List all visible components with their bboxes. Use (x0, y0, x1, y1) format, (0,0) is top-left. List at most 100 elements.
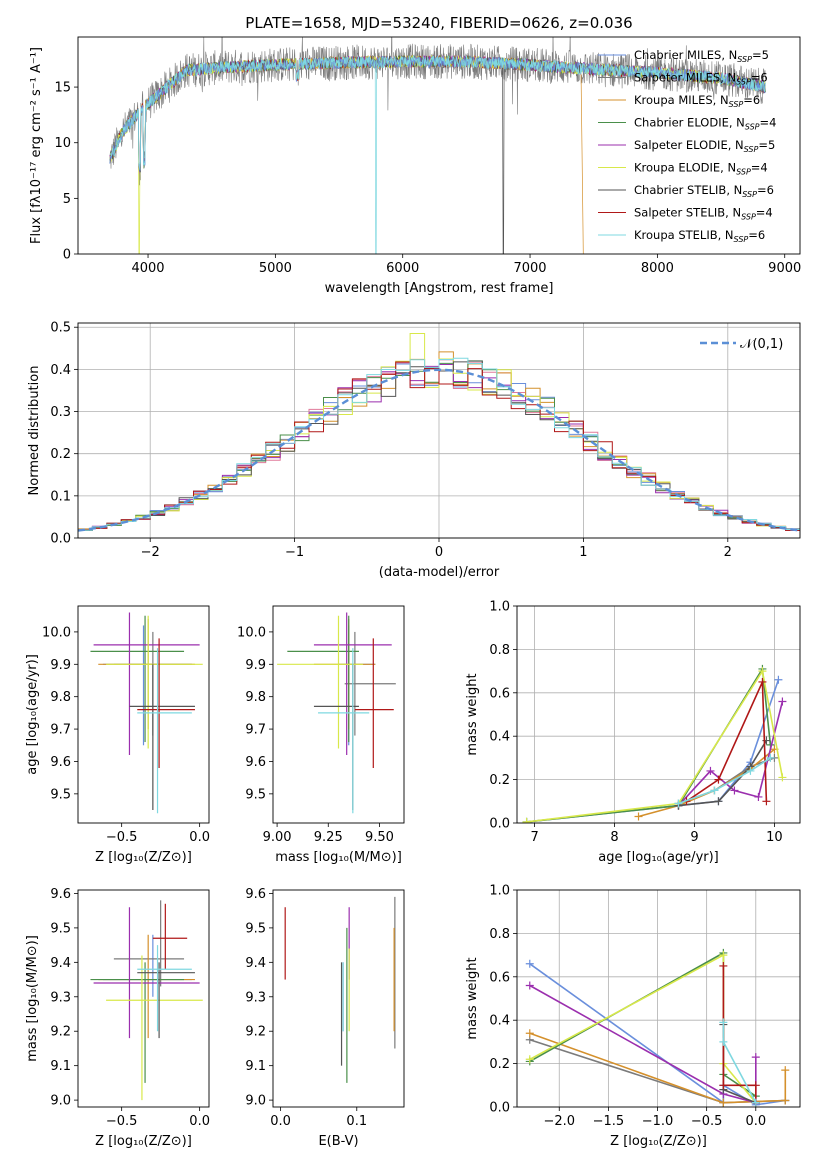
y-tick-label: 9.8 (245, 690, 266, 705)
legend-sub: SSP (742, 190, 757, 199)
mass-vs-ebv-errorbars (284, 896, 396, 1083)
mass-weight-vs-Z-xlabel: Z [log₁₀(Z/Z⊙)] (610, 1134, 707, 1149)
spectrum-lines (109, 37, 766, 254)
y-tick-label: 0.8 (489, 927, 510, 942)
y-tick-label: 0.2 (489, 1057, 510, 1072)
y-tick-label: 0.0 (50, 532, 71, 547)
y-tick-label: 0.2 (489, 773, 510, 788)
mass-weight-vs-Z-frame (516, 889, 801, 1108)
y-tick-label: 9.9 (50, 658, 71, 673)
y-tick-label: 9.5 (50, 921, 71, 936)
mass-weight-marker (719, 961, 728, 970)
mass-weight-marker (746, 766, 755, 775)
y-tick-label: 9.4 (245, 956, 266, 971)
mass-weight-marker (719, 1081, 728, 1090)
mass-weight-marker (774, 675, 783, 684)
mass-weight-marker (751, 1098, 760, 1107)
x-tick-label: −1.0 (642, 1114, 674, 1129)
mass-vs-ebv-frame (272, 889, 405, 1108)
mass-weight-marker (706, 766, 715, 775)
y-tick-label: 9.6 (245, 755, 266, 770)
mass-vs-Z-errorbars (90, 900, 203, 1101)
x-tick-label: −1.5 (593, 1114, 625, 1129)
mass-weight-series-6 (678, 740, 768, 807)
y-tick-label: 1.0 (489, 884, 510, 899)
mass-weight-marker (674, 799, 683, 808)
legend-suffix: =6 (743, 93, 760, 107)
age-vs-mass-xlabel: mass [log₁₀(M/M⊙)] (275, 850, 402, 865)
mass-weight-marker (758, 667, 767, 676)
mass-weight-vs-age-lines (522, 664, 787, 823)
x-tick-label: 2 (724, 545, 732, 560)
legend-sub: SSP (741, 213, 756, 222)
mass-weight-marker (781, 1066, 790, 1075)
age-vs-mass-frame (272, 605, 405, 824)
legend-suffix: =6 (751, 71, 768, 85)
x-tick-label: −0.5 (106, 1114, 138, 1129)
x-tick-label: 9000 (768, 261, 801, 276)
x-tick-label: 10 (766, 830, 783, 845)
x-tick-label: −0.5 (106, 830, 138, 845)
normal-curve (78, 368, 800, 532)
residuals-ylabel: Normed distribution (27, 366, 42, 496)
spectrum-ylabel: Flux [fλ10⁻¹⁷ erg cm⁻² s⁻¹ A⁻¹] (29, 47, 44, 244)
y-tick-label: 9.1 (50, 1059, 71, 1074)
legend-sub: SSP (745, 123, 760, 132)
y-tick-label: 10.0 (237, 625, 266, 640)
x-tick-label: 0.1 (346, 1114, 367, 1129)
y-tick-label: 9.7 (245, 723, 266, 738)
spectrum-xlabel: wavelength [Angstrom, rest frame] (325, 281, 554, 296)
mass-vs-Z-ylabel: mass [log₁₀(M/M⊙)] (25, 935, 40, 1062)
x-tick-label: 7000 (513, 261, 546, 276)
x-tick-label: 5000 (259, 261, 292, 276)
mass-weight-series-8 (722, 1022, 757, 1104)
mass-weight-marker (525, 959, 534, 968)
y-tick-label: 9.3 (50, 990, 71, 1005)
residual-legend-label: 𝒩(0,1) (740, 337, 783, 352)
legend-text: Kroupa MILES, N (634, 93, 729, 107)
mass-weight-marker (525, 981, 534, 990)
legend-sub: SSP (729, 100, 744, 109)
mass-weight-marker (751, 1081, 760, 1090)
mass-weight-vs-Z-axes: −2.0 −1.5 −1.0 −0.5 0.0 0.0 0.2 0.4 0.6 0.8 1.0 (489, 884, 800, 1129)
y-tick-label: 0.0 (489, 1101, 510, 1116)
legend-text: Chabrier ELODIE, N (634, 116, 745, 130)
legend-text: Chabrier MILES, N (634, 48, 737, 62)
legend-sub: SSP (734, 235, 749, 244)
figure-title: PLATE=1658, MJD=53240, FIBERID=0626, z=0… (245, 14, 632, 32)
spectrum-frame (77, 36, 801, 255)
mass-weight-vs-Z-lines (525, 948, 790, 1107)
legend-label-1: Salpeter MILES, NSSP=6 (634, 71, 768, 87)
x-tick-label: 0.0 (189, 830, 210, 845)
mass-weight-marker (758, 677, 767, 686)
x-tick-label: 0 (435, 545, 443, 560)
residual-hist-8 (78, 357, 800, 531)
x-tick-label: 8000 (641, 261, 674, 276)
x-tick-label: −1 (285, 545, 304, 560)
mass-weight-marker (762, 797, 771, 806)
mass-weight-series-7 (686, 681, 768, 802)
y-tick-label: 0.6 (489, 970, 510, 985)
residuals-xlabel: (data-model)/error (379, 565, 500, 580)
mass-weight-marker (754, 792, 763, 801)
mass-weight-marker (634, 812, 643, 821)
mass-vs-Z-xlabel: Z [log₁₀(Z/Z⊙)] (95, 1134, 192, 1149)
mass-weight-vs-age-ylabel: mass weight (465, 673, 480, 755)
y-tick-label: 1.0 (489, 600, 510, 615)
legend-label-3: Chabrier ELODIE, NSSP=4 (634, 116, 776, 132)
x-tick-label: −2 (141, 545, 160, 560)
y-tick-label: 0 (63, 248, 71, 263)
spectrum-axes: 4000 5000 6000 7000 8000 9000 0 5 10 15 (54, 81, 801, 276)
mass-weight-marker (719, 1037, 728, 1046)
legend-label-2: Kroupa MILES, NSSP=6 (634, 93, 760, 109)
mass-weight-marker (719, 1098, 728, 1107)
legend-sub: SSP (736, 168, 751, 177)
mass-weight-marker (525, 1029, 534, 1038)
mass-weight-marker (714, 797, 723, 806)
x-tick-label: 9.50 (365, 830, 394, 845)
mass-weight-marker (710, 786, 719, 795)
mass-weight-vs-age-xlabel: age [log₁₀(age/yr)] (598, 850, 719, 865)
